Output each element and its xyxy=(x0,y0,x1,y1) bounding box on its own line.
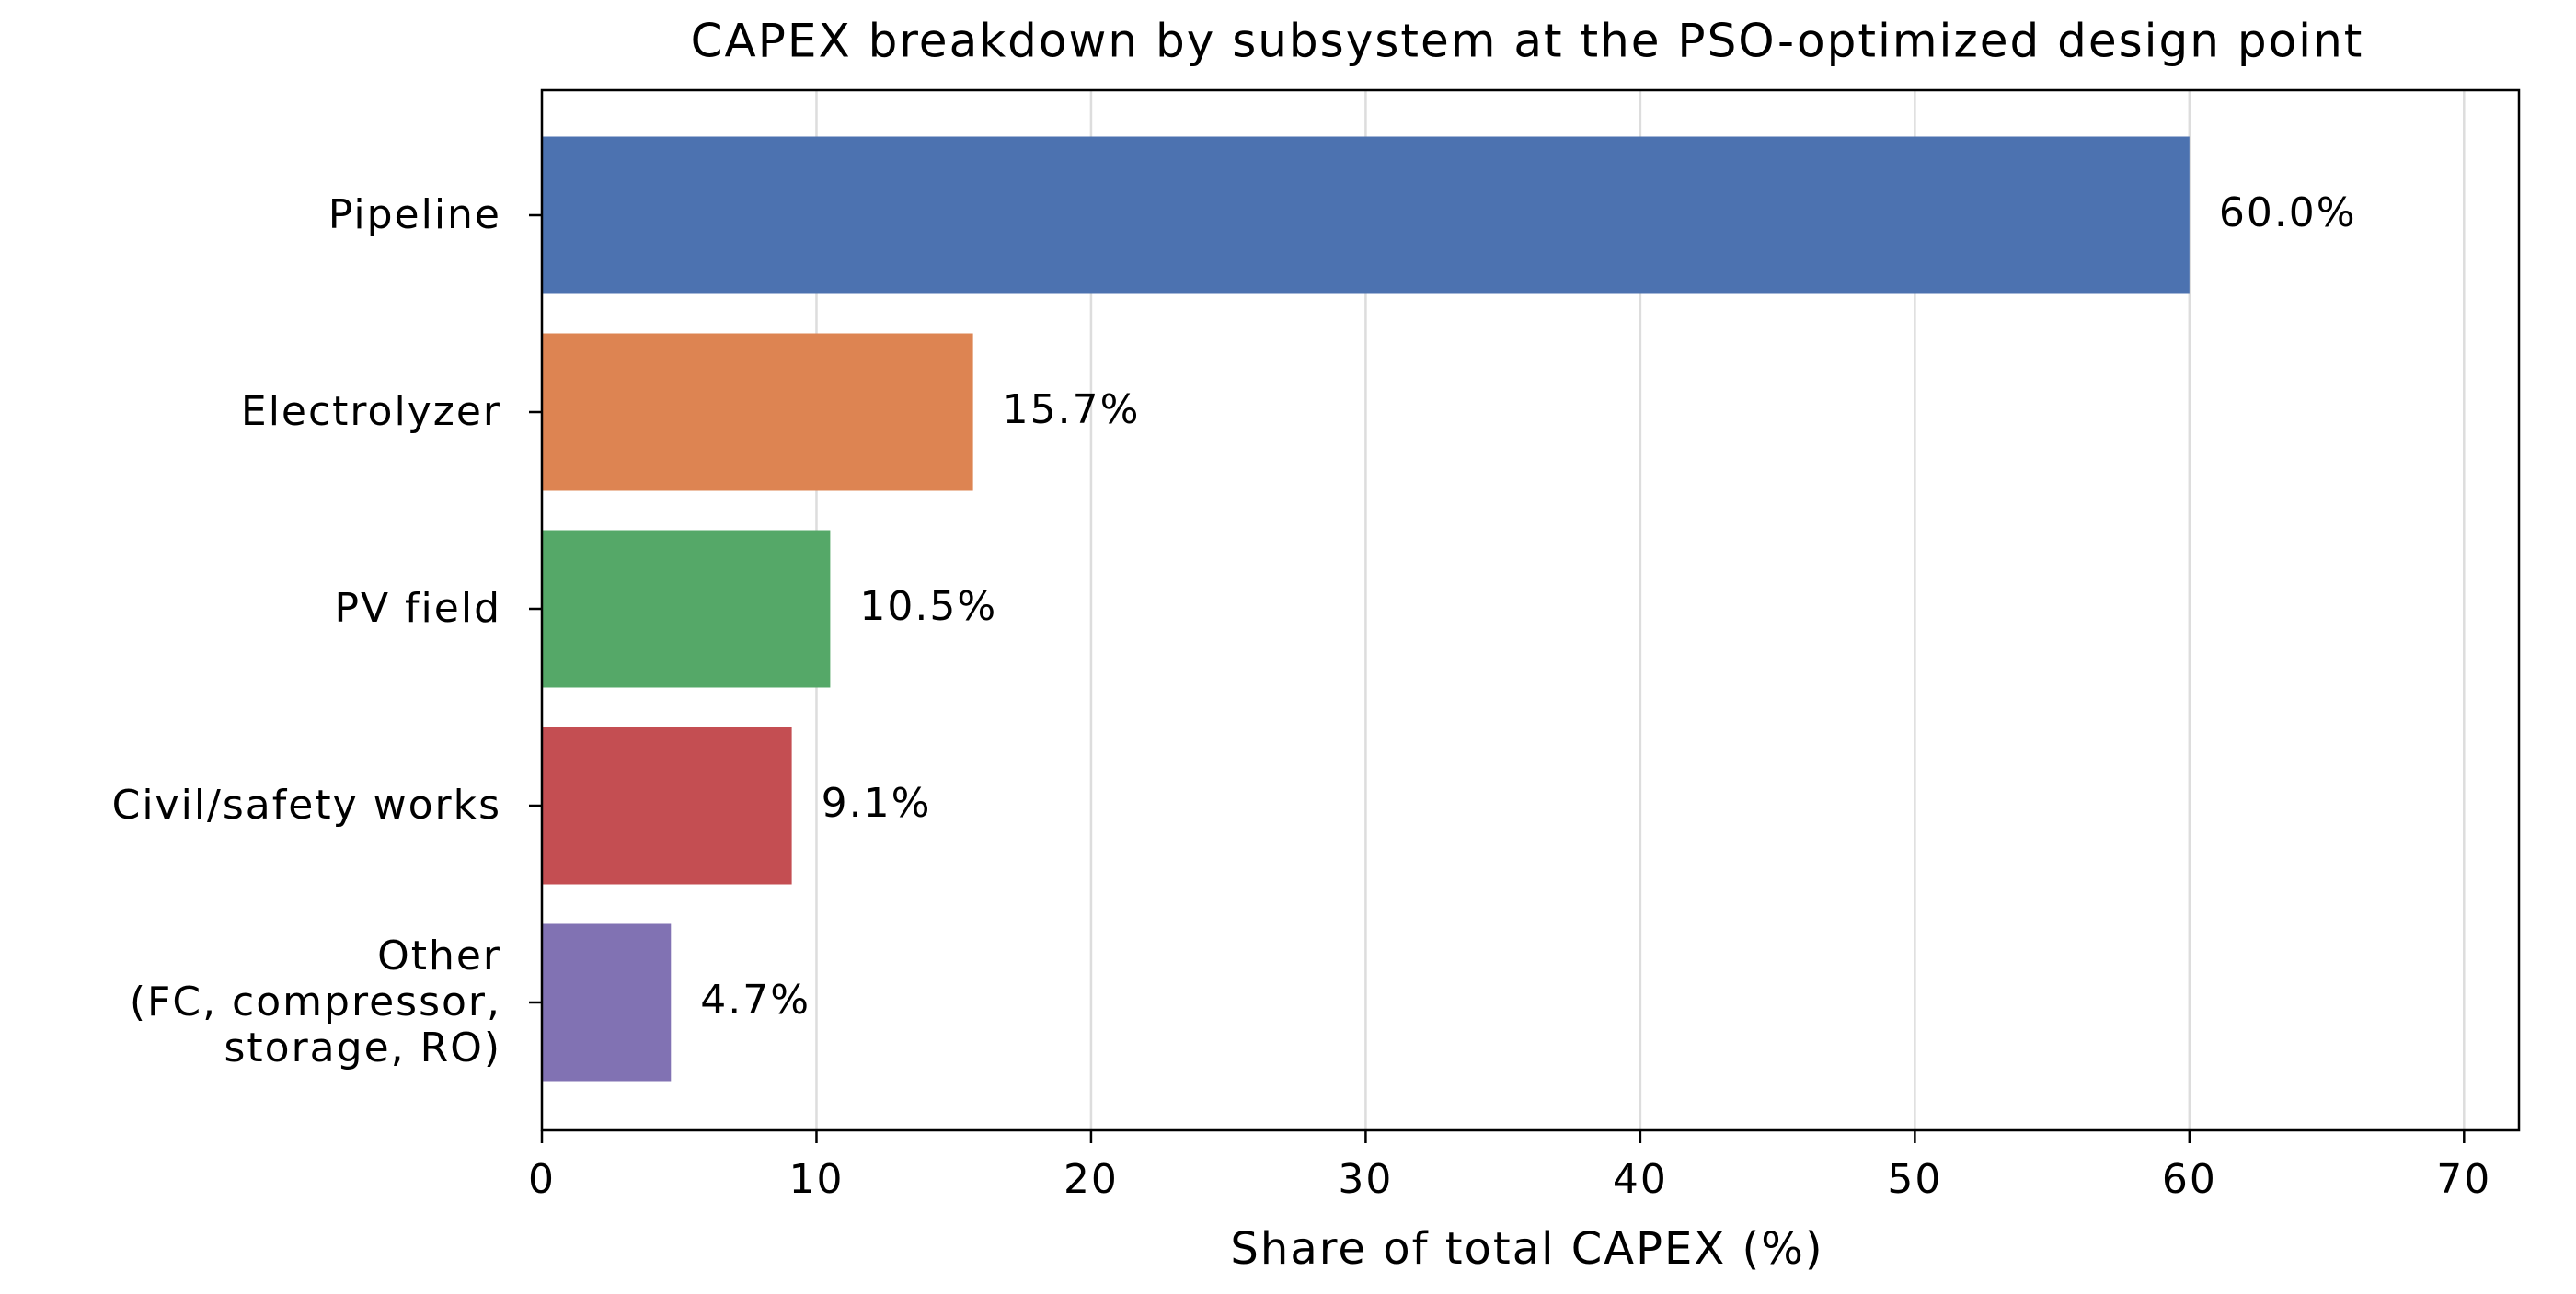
x-tick-label: 30 xyxy=(1338,1156,1393,1203)
y-tick-label: Electrolyzer xyxy=(240,388,501,435)
value-label: 10.5% xyxy=(859,583,997,630)
bar xyxy=(542,136,2190,294)
x-tick-label: 20 xyxy=(1064,1156,1119,1203)
value-label: 60.0% xyxy=(2219,189,2357,236)
bar xyxy=(542,727,792,885)
value-label: 4.7% xyxy=(700,977,811,1024)
y-tick-label: Pipeline xyxy=(328,191,501,238)
value-label: 9.1% xyxy=(822,780,932,827)
y-tick-label: PV field xyxy=(334,585,501,632)
x-tick-label: 70 xyxy=(2436,1156,2491,1203)
bar xyxy=(542,333,973,491)
x-tick-label: 60 xyxy=(2162,1156,2217,1203)
y-tick-label: Civil/safety works xyxy=(111,782,501,829)
x-tick-label: 0 xyxy=(528,1156,556,1203)
x-tick-label: 50 xyxy=(1887,1156,1942,1203)
bar xyxy=(542,923,672,1082)
x-tick-label: 40 xyxy=(1613,1156,1668,1203)
x-axis-label: Share of total CAPEX (%) xyxy=(1230,1223,1823,1275)
value-label: 15.7% xyxy=(1003,386,1141,433)
bar xyxy=(542,530,831,688)
plot-frame xyxy=(540,88,2521,1132)
chart-title: CAPEX breakdown by subsystem at the PSO-… xyxy=(691,15,2364,68)
x-tick-label: 10 xyxy=(788,1156,844,1203)
y-tick-label: Other (FC, compressor, storage, RO) xyxy=(129,933,501,1071)
